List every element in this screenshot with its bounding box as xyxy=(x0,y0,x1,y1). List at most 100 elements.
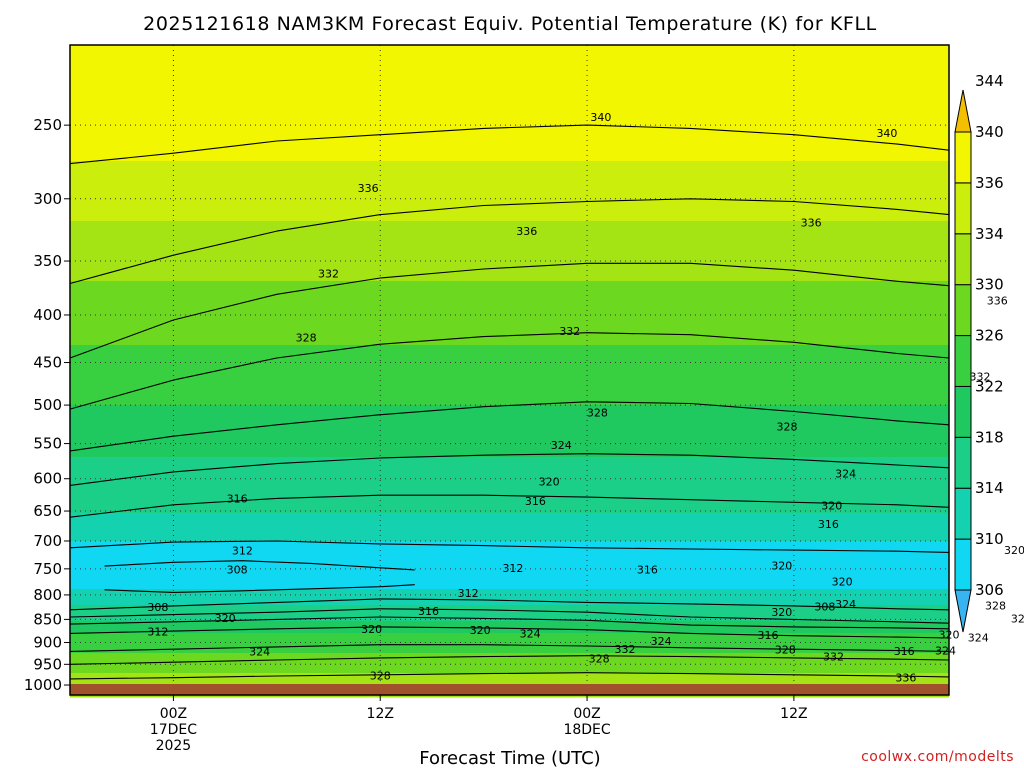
y-tick-label: 850 xyxy=(33,610,62,628)
filled-band xyxy=(70,337,949,342)
filled-band xyxy=(70,441,949,446)
filled-band xyxy=(70,377,949,382)
filled-band xyxy=(70,509,949,514)
filled-band xyxy=(70,601,949,606)
contour-label: 332 xyxy=(559,325,580,338)
filled-band xyxy=(70,621,949,626)
filled-band xyxy=(70,409,949,414)
contour-label: 328 xyxy=(775,644,796,657)
filled-band xyxy=(70,161,949,166)
filled-band xyxy=(70,641,949,646)
y-tick-label: 350 xyxy=(33,252,62,270)
filled-band xyxy=(70,237,949,242)
filled-band xyxy=(70,609,949,614)
filled-band xyxy=(70,121,949,126)
filled-band xyxy=(70,97,949,102)
contour-320 xyxy=(69,453,950,486)
filled-band xyxy=(70,65,949,70)
contour-label: 320 xyxy=(1004,544,1024,557)
filled-band xyxy=(70,405,949,410)
filled-band xyxy=(70,421,949,426)
y-tick-label: 300 xyxy=(33,190,62,208)
y-tick-label: 750 xyxy=(33,560,62,578)
filled-band xyxy=(70,437,949,442)
filled-band xyxy=(70,485,949,490)
filled-band xyxy=(70,481,949,486)
filled-band xyxy=(70,637,949,642)
filled-band xyxy=(70,349,949,354)
y-tick-label: 250 xyxy=(33,116,62,134)
filled-band xyxy=(70,633,949,638)
contour-label: 308 xyxy=(147,601,168,614)
filled-band xyxy=(70,533,949,538)
filled-band xyxy=(70,49,949,54)
contour-label: 312 xyxy=(458,587,479,600)
contour-label: 340 xyxy=(590,111,611,124)
filled-band xyxy=(70,221,949,226)
contour-label: 316 xyxy=(525,495,546,508)
filled-band xyxy=(70,205,949,210)
filled-band xyxy=(70,353,949,358)
filled-band xyxy=(70,329,949,334)
filled-band xyxy=(70,113,949,118)
filled-band xyxy=(70,429,949,434)
contour-label: 324 xyxy=(651,635,672,648)
contour-label: 312 xyxy=(147,626,168,639)
contour-label: 340 xyxy=(876,127,897,140)
contour-label: 316 xyxy=(758,629,779,642)
filled-band xyxy=(70,517,949,522)
filled-band xyxy=(70,381,949,386)
filled-band xyxy=(70,605,949,610)
watermark: coolwx.com/modelts xyxy=(861,749,1014,765)
contour-label: 324 xyxy=(835,598,856,611)
colorbar-swatch xyxy=(954,385,972,438)
filled-band xyxy=(70,273,949,278)
contour-328 xyxy=(69,644,950,652)
contour-label: 316 xyxy=(227,492,248,505)
filled-band xyxy=(70,241,949,246)
colorbar-swatch xyxy=(954,538,972,591)
contour-336 xyxy=(69,672,950,680)
contour-label: 336 xyxy=(895,671,916,684)
filled-band xyxy=(70,565,949,570)
contour-label: 336 xyxy=(516,225,537,238)
filled-band xyxy=(70,45,949,50)
filled-band xyxy=(70,213,949,218)
y-tick-label: 450 xyxy=(33,354,62,372)
filled-band xyxy=(70,589,949,594)
contour-308 xyxy=(104,560,415,571)
filled-band xyxy=(70,81,949,86)
contour-label: 324 xyxy=(249,645,270,658)
filled-band xyxy=(70,569,949,574)
colorbar-swatch xyxy=(954,436,972,489)
y-tick-label: 700 xyxy=(33,532,62,550)
contour-label: 336 xyxy=(358,182,379,195)
contour-324 xyxy=(69,626,950,639)
y-tick-label: 500 xyxy=(33,396,62,414)
y-tick-label: 1000 xyxy=(24,676,62,694)
filled-band xyxy=(70,649,949,654)
filled-band xyxy=(70,117,949,122)
filled-band xyxy=(70,293,949,298)
filled-band xyxy=(70,321,949,326)
colorbar-label: 336 xyxy=(975,174,1004,192)
filled-band xyxy=(70,581,949,586)
x-tick-label: 17DEC xyxy=(150,722,197,738)
contour-332 xyxy=(69,655,950,665)
filled-band xyxy=(70,357,949,362)
x-axis-label: Forecast Time (UTC) xyxy=(419,748,600,768)
colorbar-swatch xyxy=(954,233,972,286)
filled-band xyxy=(70,469,949,474)
filled-band xyxy=(70,289,949,294)
filled-band xyxy=(70,489,949,494)
chart-title: 2025121618 NAM3KM Forecast Equiv. Potent… xyxy=(143,13,877,35)
filled-band xyxy=(70,165,949,170)
contour-332 xyxy=(69,262,950,359)
contour-308 xyxy=(104,584,415,593)
colorbar-label: 330 xyxy=(975,276,1004,294)
contour-316 xyxy=(69,494,950,518)
contour-label: 332 xyxy=(614,643,635,656)
ground-surface xyxy=(70,684,949,695)
contour-label: 328 xyxy=(985,599,1006,612)
filled-band xyxy=(70,217,949,222)
